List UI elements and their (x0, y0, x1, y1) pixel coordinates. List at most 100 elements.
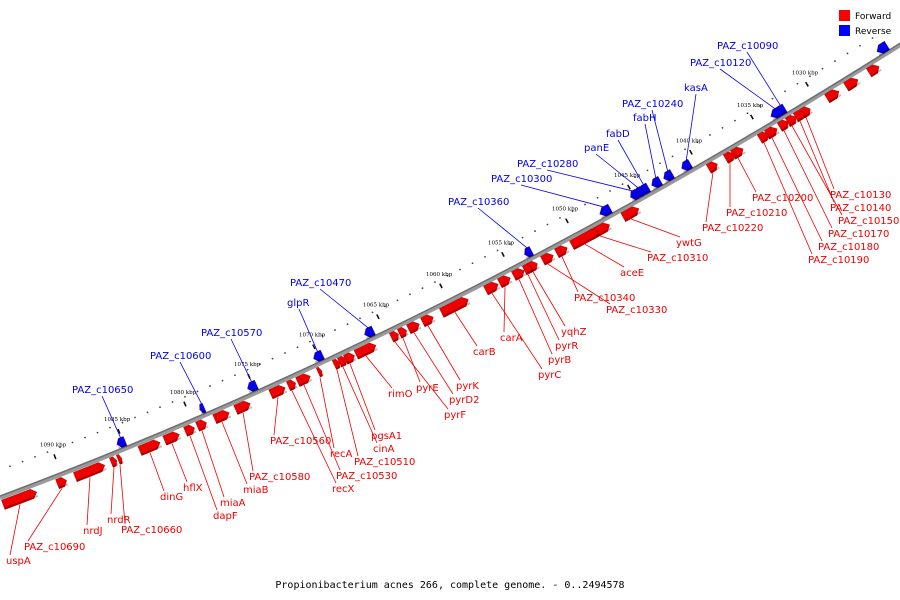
gene-paz-c10170[interactable] (776, 118, 791, 132)
gene-label-nrdj[interactable]: nrdJ (83, 526, 103, 537)
gene-label-dapf[interactable]: dapF (213, 511, 238, 522)
gene-paz-c10280[interactable] (628, 188, 641, 202)
gene-label-cara[interactable]: carA (500, 333, 523, 344)
gene-label-miab[interactable]: miaB (243, 485, 269, 496)
gene-nrdr[interactable] (109, 456, 119, 468)
gene-pyrb[interactable] (511, 266, 527, 281)
gene-paz-c10690[interactable] (55, 476, 69, 489)
gene-label-pyrd2[interactable]: pyrD2 (449, 395, 479, 406)
gene-paz-c10660[interactable] (116, 454, 124, 465)
gene-label-paz-c10310[interactable]: PAZ_c10310 (647, 253, 708, 264)
gene-ywtg[interactable] (620, 204, 642, 222)
gene-label-paz-c10090[interactable]: PAZ_c10090 (717, 41, 778, 52)
gene-label-paz-c10130[interactable]: PAZ_c10130 (830, 190, 891, 201)
gene-kasa[interactable] (679, 158, 694, 173)
gene-label-paz-c10150[interactable]: PAZ_c10150 (838, 216, 899, 227)
gene-miab[interactable] (212, 408, 232, 424)
gene-unlabeled[interactable] (824, 87, 842, 104)
gene-paz-c10600[interactable] (198, 402, 207, 415)
gene-label-fabh[interactable]: fabH (633, 113, 657, 124)
gene-paz-c10210[interactable] (722, 150, 737, 164)
gene-label-paz-c10340[interactable]: PAZ_c10340 (574, 293, 635, 304)
gene-paz-c10240[interactable] (661, 169, 676, 184)
gene-label-kasa[interactable]: kasA (684, 83, 708, 94)
gene-pyrd2[interactable] (406, 320, 422, 335)
gene-label-glpr[interactable]: glpR (287, 298, 309, 309)
gene-pyre[interactable] (397, 326, 409, 339)
gene-label-cina[interactable]: cinA (373, 444, 395, 455)
gene-label-ding[interactable]: dinG (160, 492, 183, 503)
gene-label-pyrr[interactable]: pyrR (555, 341, 578, 352)
gene-label-paz-c10530[interactable]: PAZ_c10530 (336, 471, 397, 482)
gene-unlabeled[interactable] (866, 62, 882, 78)
gene-label-pane[interactable]: panE (584, 143, 609, 154)
gene-label-pyrc[interactable]: pyrC (538, 370, 561, 381)
gene-paz-c10120[interactable] (768, 105, 784, 121)
gene-label-paz-c10240[interactable]: PAZ_c10240 (622, 99, 683, 110)
gene-rimo[interactable] (353, 341, 379, 360)
gene-label-pyrf[interactable]: pyrF (444, 410, 466, 421)
gene-label-paz-c10210[interactable]: PAZ_c10210 (726, 208, 787, 219)
gene-label-paz-c10220[interactable]: PAZ_c10220 (702, 223, 763, 234)
gene-paz-c10580[interactable] (233, 399, 253, 415)
gene-paz-c10330[interactable] (540, 251, 556, 266)
gene-pgsa1[interactable] (343, 351, 357, 365)
gene-label-recx[interactable]: recX (332, 484, 355, 495)
gene-ding[interactable] (137, 438, 163, 456)
gene-hflx[interactable] (162, 430, 182, 446)
gene-recx[interactable] (286, 378, 298, 392)
gene-yqhz[interactable] (526, 259, 540, 273)
gene-label-paz-c10360[interactable]: PAZ_c10360 (448, 197, 509, 208)
gene-label-paz-c10510[interactable]: PAZ_c10510 (354, 457, 415, 468)
gene-label-paz-c10120[interactable]: PAZ_c10120 (690, 58, 751, 69)
gene-pyrf[interactable] (389, 330, 401, 343)
gene-label-uspa[interactable]: uspA (6, 556, 31, 567)
gene-label-paz-c10560[interactable]: PAZ_c10560 (270, 436, 331, 447)
gene-label-paz-c10600[interactable]: PAZ_c10600 (150, 351, 211, 362)
gene-glpr[interactable] (311, 349, 325, 364)
gene-paz-c10220[interactable] (705, 160, 720, 174)
gene-paz-c10140[interactable] (792, 108, 807, 123)
gene-label-paz-c10470[interactable]: PAZ_c10470 (290, 278, 351, 289)
gene-paz-c10510[interactable] (331, 358, 342, 370)
gene-label-pyre[interactable]: pyrE (416, 383, 439, 394)
gene-cina[interactable] (337, 355, 349, 368)
gene-pyrr[interactable] (521, 262, 534, 276)
gene-fabh[interactable] (649, 175, 664, 190)
gene-unlabeled-reverse[interactable] (874, 40, 890, 57)
gene-nrdj[interactable] (73, 461, 107, 483)
gene-label-paz-c10570[interactable]: PAZ_c10570 (201, 328, 262, 339)
gene-label-pyrb[interactable]: pyrB (548, 355, 571, 366)
gene-label-yqhz[interactable]: yqhZ (561, 327, 587, 338)
gene-label-paz-c10330[interactable]: PAZ_c10330 (606, 305, 667, 316)
gene-label-paz-c10300[interactable]: PAZ_c10300 (491, 174, 552, 185)
gene-paz-c10180[interactable] (764, 124, 780, 140)
gene-label-paz-c10180[interactable]: PAZ_c10180 (818, 242, 879, 253)
gene-paz-c10200[interactable] (730, 145, 746, 160)
gene-paz-c10190[interactable] (756, 130, 771, 144)
gene-paz-c10470[interactable] (362, 325, 376, 340)
gene-label-paz-c10280[interactable]: PAZ_c10280 (517, 159, 578, 170)
gene-paz-c10340[interactable] (554, 243, 570, 259)
gene-label-reca[interactable]: recA (330, 449, 353, 460)
gene-acee[interactable] (569, 227, 601, 250)
gene-paz-c10570[interactable] (245, 379, 259, 394)
gene-label-paz-c10580[interactable]: PAZ_c10580 (249, 472, 310, 483)
gene-label-carb[interactable]: carB (473, 347, 496, 358)
gene-paz-c10650[interactable] (115, 436, 128, 450)
gene-label-ywtg[interactable]: ywtG (676, 238, 702, 249)
gene-label-acee[interactable]: aceE (620, 268, 644, 279)
gene-label-hflx[interactable]: hflX (183, 483, 203, 494)
gene-label-nrdr[interactable]: nrdR (107, 515, 131, 526)
gene-pyrc[interactable] (483, 280, 501, 296)
gene-unlabeled[interactable] (843, 75, 861, 92)
gene-label-rimo[interactable]: rimO (388, 389, 413, 400)
gene-dapf[interactable] (183, 423, 197, 437)
gene-paz-c10300[interactable] (597, 203, 613, 219)
gene-cara[interactable] (497, 273, 513, 289)
gene-label-paz-c10190[interactable]: PAZ_c10190 (808, 255, 869, 266)
gene-label-paz-c10170[interactable]: PAZ_c10170 (828, 229, 889, 240)
gene-paz-c10560[interactable] (268, 383, 288, 400)
gene-label-paz-c10200[interactable]: PAZ_c10200 (752, 193, 813, 204)
gene-label-pgsa1[interactable]: pgsA1 (371, 431, 402, 442)
